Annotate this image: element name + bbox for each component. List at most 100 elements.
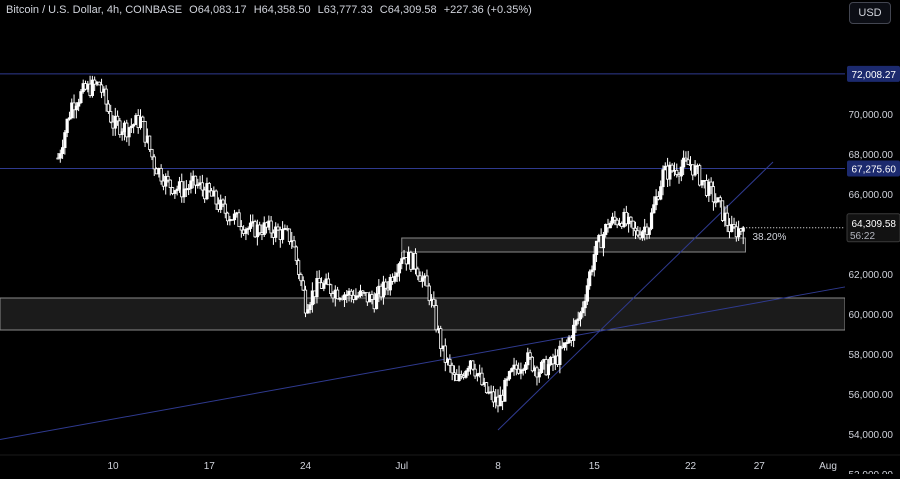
candle-body: [244, 229, 248, 234]
chart-legend: Bitcoin / U.S. Dollar, 4h, COINBASE O64,…: [6, 4, 536, 16]
candle: [168, 179, 172, 196]
candle: [90, 75, 94, 98]
candle-body: [374, 293, 379, 310]
candle: [303, 285, 308, 318]
candle-body: [434, 305, 438, 331]
candle-body: [686, 159, 690, 165]
candle: [308, 301, 312, 314]
candle-body: [654, 196, 658, 206]
candle-body: [113, 115, 117, 129]
candle: [317, 270, 321, 284]
candle: [221, 198, 225, 208]
candle: [132, 123, 136, 134]
candle: [613, 211, 617, 226]
candle-body: [505, 378, 509, 381]
candle: [652, 196, 656, 214]
candle-body: [629, 216, 633, 222]
candle-body: [175, 188, 179, 191]
candle-body: [301, 280, 305, 291]
candle-body: [115, 115, 120, 122]
candle-body: [138, 116, 143, 128]
bar-countdown-label: 56:22: [850, 231, 875, 242]
candle-body: [322, 283, 326, 289]
candle-body: [370, 294, 374, 300]
low-value: L63,777.33: [317, 4, 373, 16]
candle: [450, 362, 454, 381]
currency-button[interactable]: USD: [849, 2, 891, 24]
candle-body: [604, 223, 608, 235]
candle: [60, 139, 65, 159]
candle: [425, 269, 429, 287]
candle: [640, 229, 644, 241]
candle-body: [58, 153, 62, 159]
candle-body: [310, 290, 314, 306]
candle-body: [258, 224, 262, 234]
candle-body: [262, 222, 266, 235]
candle-body: [354, 295, 358, 300]
candle-body: [60, 147, 65, 155]
candle-body: [425, 275, 429, 287]
candle: [258, 221, 262, 236]
candle-body: [65, 118, 69, 134]
y-tick-label: 70,000.00: [849, 110, 894, 121]
candle-body: [448, 358, 452, 366]
candle: [223, 196, 227, 219]
candle: [480, 367, 484, 386]
candle-body: [276, 226, 280, 231]
candle-body: [432, 298, 436, 306]
candle-body: [581, 307, 585, 314]
candle: [507, 370, 512, 381]
candle: [77, 98, 81, 112]
candle: [615, 217, 619, 229]
candle: [675, 163, 679, 178]
candle-body: [537, 372, 541, 378]
level-price-tag-2: [847, 160, 900, 177]
candle-body: [164, 175, 168, 187]
candle-body: [97, 81, 101, 86]
candle-body: [221, 199, 225, 205]
candle: [633, 221, 638, 240]
candle: [381, 275, 386, 305]
x-tick-label: 24: [300, 461, 312, 472]
y-tick-label: 62,000.00: [849, 270, 894, 281]
candle: [361, 290, 365, 297]
candle: [67, 111, 72, 121]
candles-group: [56, 75, 745, 413]
candle: [578, 311, 583, 327]
candle-body: [661, 169, 665, 188]
candle: [720, 200, 725, 222]
candle: [574, 319, 578, 333]
candle: [79, 89, 83, 105]
candle-body: [466, 367, 470, 372]
candle: [141, 115, 145, 122]
candle: [459, 370, 463, 380]
y-tick-label: 58,000.00: [849, 350, 894, 361]
candle-body: [484, 382, 489, 394]
candle: [521, 367, 525, 376]
candle: [175, 185, 179, 196]
candle: [439, 325, 443, 357]
candle-body: [269, 220, 273, 234]
candle: [297, 258, 301, 280]
candle: [475, 373, 479, 382]
candle: [301, 276, 305, 291]
candle: [315, 270, 319, 304]
y-tick-label: 52,000.00: [849, 470, 894, 474]
x-tick-label: Jul: [395, 461, 408, 472]
candle-body: [381, 281, 386, 298]
candle-body: [588, 271, 592, 287]
candle: [590, 265, 594, 276]
candle-body: [416, 268, 420, 277]
candle: [232, 209, 237, 225]
candle-body: [395, 272, 399, 277]
candle: [647, 227, 651, 239]
candle-body: [590, 269, 594, 273]
candle: [397, 261, 402, 282]
candle: [684, 151, 688, 162]
candle: [631, 220, 635, 237]
candle-body: [349, 290, 353, 296]
candle-body: [329, 284, 333, 294]
candle-body: [77, 102, 81, 107]
